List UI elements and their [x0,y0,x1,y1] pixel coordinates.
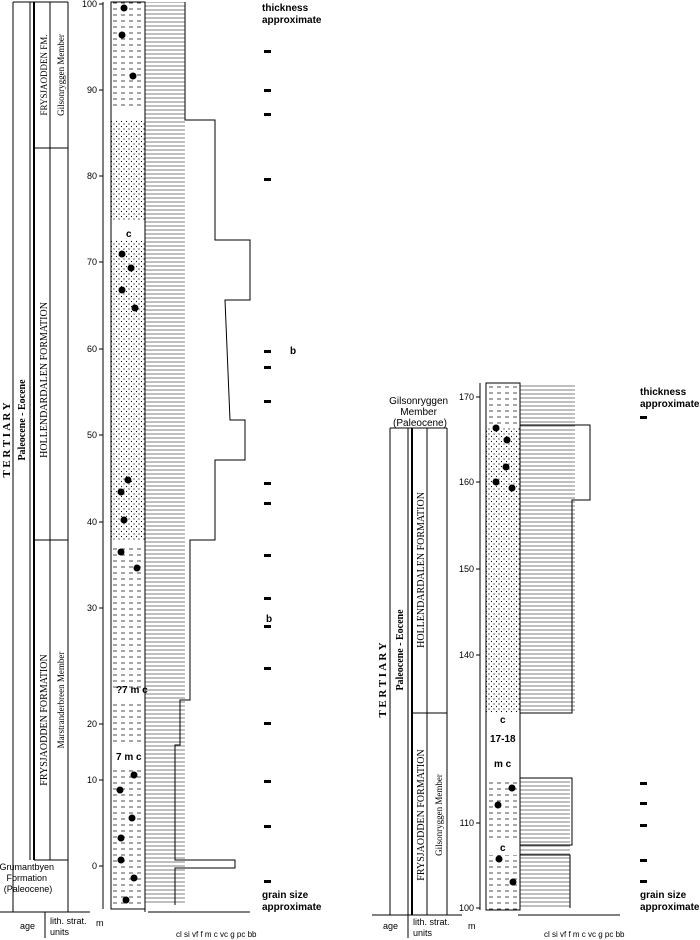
left-hollendardalen-label: HOLLENDARDALEN FORMATION [39,302,50,458]
left-marstranderbreen-label: Marstranderbreen Member [56,652,66,749]
right-footer-grain: cl si vf f m c vc g pc bb [544,930,625,939]
right-concretions [492,424,517,886]
right-c-label-2: c [500,843,506,854]
right-period-label: Paleocene - Eocene [395,609,406,691]
right-frysjaodden-label: FRYSJAODDEN FORMATION [416,749,427,880]
left-gap-label-2: 7 m c [116,752,142,763]
right-axis-m: m [468,921,476,931]
left-frysjaodden-fm-label: FRYSJAODDEN FM. [39,34,49,115]
left-depth-tick-label: 80 [87,171,97,181]
left-gilsonryggen-label: Gilsonryggen Member [56,34,66,116]
left-thickness-note: thickness approximate [262,3,322,26]
right-depth-tick-label: 150 [459,564,474,574]
left-depth-tick-label: 30 [87,603,97,613]
right-gilsonryggen-label: Gilsonryggen Member [434,774,444,856]
right-c-label-1: c [500,715,506,726]
left-b-label-2: b [266,614,272,625]
left-depth-tick-label: 100 [82,0,97,9]
left-depth-tick-label: 60 [87,344,97,354]
left-depth-tick-label: 70 [87,257,97,267]
left-depth-tick-label: 10 [87,775,97,785]
left-depth-tick-label: 90 [87,85,97,95]
left-frysjaodden-label: FRYSJAODDEN FORMATION [39,654,50,785]
left-footer-grain: cl si vf f m c vc g pc bb [176,930,257,939]
right-grain-note: grain size approximate [640,890,700,913]
left-thickness-marks [264,50,271,883]
left-tertiary-label: T E R T I A R Y [1,402,13,477]
left-log: T E R T I A R Y Paleocene - Eocene HOLLE… [0,0,322,939]
left-c-label: c [126,229,132,240]
right-footer-age: age [383,921,398,931]
right-tertiary-label: T E R T I A R Y [377,642,389,717]
left-gap-label-1: ?7 m c [116,685,148,696]
right-depth-ticks: 170 160 150 140 110 100 [459,392,480,913]
right-thickness-marks [640,416,647,883]
left-period-label: Paleocene - Eocene [17,379,28,461]
left-depth-tick-label: 40 [87,517,97,527]
left-b-label-1: b [290,346,296,357]
right-depth-tick-label: 100 [459,903,474,913]
right-depth-tick-label: 140 [459,650,474,660]
left-axis-m: m [96,918,104,928]
right-hollendardalen-label: HOLLENDARDALEN FORMATION [416,492,427,648]
left-footer-lith: lith. strat. units [50,916,89,937]
right-depth-tick-label: 170 [459,392,474,402]
right-thickness-note: thickness approximate [640,387,700,410]
right-depth-tick-label: 160 [459,477,474,487]
right-footer-lith: lith. strat. units [413,917,452,938]
right-gilson-header: Gilsonryggen Member (Paleocene) [389,396,451,429]
left-depth-tick-label: 0 [92,861,97,871]
left-footer-age: age [20,921,35,931]
right-gap-label: 17-18 [490,734,516,745]
right-mc-label: m c [494,759,512,770]
right-depth-tick-label: 110 [460,818,474,828]
left-depth-tick-label: 20 [87,719,97,729]
left-concretions [116,4,141,904]
left-depth-tick-label: 50 [87,430,97,440]
right-log: Gilsonryggen Member (Paleocene) T E R T … [372,382,700,939]
left-grain-note: grain size approximate [262,890,322,913]
left-grumant-label: Grumantbyen Formation (Paleocene) [0,862,57,894]
